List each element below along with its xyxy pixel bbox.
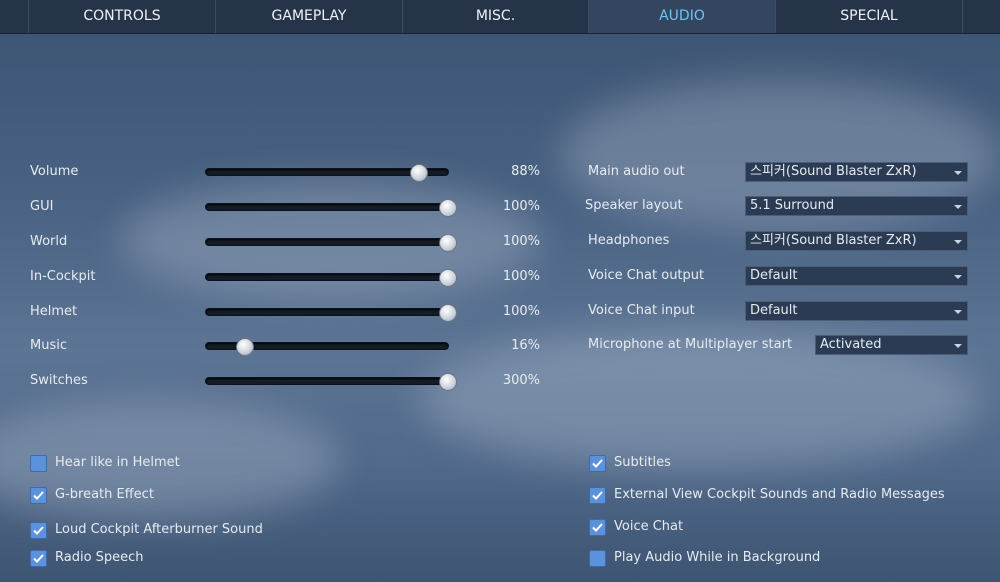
tab[interactable]: SPECIAL [775, 0, 962, 33]
slider-track[interactable] [205, 168, 449, 176]
checkbox[interactable] [589, 519, 606, 536]
checkbox[interactable] [30, 487, 47, 504]
dropdown-label: Voice Chat output [588, 268, 705, 283]
checkbox-label[interactable]: External View Cockpit Sounds and Radio M… [614, 487, 945, 502]
slider-track[interactable] [205, 238, 449, 246]
tab[interactable]: CONTROLS [28, 0, 215, 33]
checkbox[interactable] [589, 550, 606, 567]
cloud [0, 400, 340, 520]
slider-label: Switches [30, 373, 88, 388]
checkmark [590, 456, 605, 471]
dropdown-arrow [954, 275, 962, 279]
dropdown[interactable]: Default [745, 266, 968, 286]
checkbox-label[interactable]: Subtitles [614, 455, 671, 470]
checkmark [31, 551, 46, 566]
checkbox-label[interactable]: Hear like in Helmet [55, 455, 180, 470]
slider-track[interactable] [205, 203, 449, 211]
checkbox-label[interactable]: Play Audio While in Background [614, 550, 821, 565]
slider-label: Helmet [30, 304, 78, 319]
slider-value: 100% [502, 234, 540, 249]
dropdown-arrow [954, 171, 962, 175]
tab[interactable]: AUDIO [588, 0, 775, 33]
checkmark [31, 523, 46, 538]
dropdown-value: 스피커(Sound Blaster ZxR) [750, 233, 917, 248]
dropdown[interactable]: Activated [815, 335, 968, 355]
slider-thumb[interactable] [439, 269, 457, 287]
slider-value: 100% [502, 269, 540, 284]
checkbox[interactable] [589, 455, 606, 472]
tab-edge [962, 0, 1000, 33]
slider-value: 88% [511, 164, 540, 179]
dropdown[interactable]: Default [745, 301, 968, 321]
slider-label: In-Cockpit [30, 269, 96, 284]
slider-track[interactable] [205, 273, 449, 281]
slider-value: 300% [502, 373, 540, 388]
tab-bar: CONTROLS GAMEPLAY MISC. AUDIO SPECIAL [0, 0, 1000, 34]
dropdown-arrow [954, 205, 962, 209]
slider-label: Volume [30, 164, 79, 179]
dropdown-value: Activated [820, 337, 882, 352]
checkbox[interactable] [30, 455, 47, 472]
dropdown[interactable]: 스피커(Sound Blaster ZxR) [745, 231, 968, 251]
checkbox-label[interactable]: G-breath Effect [55, 487, 154, 502]
dropdown-label: Microphone at Multiplayer start [588, 337, 793, 352]
slider-value: 100% [502, 199, 540, 214]
checkbox[interactable] [589, 487, 606, 504]
dropdown-label: Voice Chat input [588, 303, 695, 318]
dropdown[interactable]: 5.1 Surround [745, 196, 968, 216]
slider-value: 100% [502, 304, 540, 319]
slider-label: World [30, 234, 68, 249]
slider-thumb[interactable] [409, 164, 428, 182]
slider-thumb[interactable] [439, 304, 457, 322]
slider-thumb[interactable] [235, 338, 254, 356]
dropdown[interactable]: 스피커(Sound Blaster ZxR) [745, 162, 968, 182]
checkbox-label[interactable]: Voice Chat [614, 519, 684, 534]
slider-label: Music [30, 338, 67, 353]
slider-track[interactable] [205, 342, 449, 350]
slider-track[interactable] [205, 308, 449, 316]
checkmark [31, 488, 46, 503]
dropdown-value: 스피커(Sound Blaster ZxR) [750, 164, 917, 179]
dropdown-value: Default [750, 303, 798, 318]
slider-value: 16% [511, 338, 540, 353]
dropdown-value: 5.1 Surround [750, 198, 835, 213]
checkbox-label[interactable]: Loud Cockpit Afterburner Sound [55, 522, 263, 537]
slider-thumb[interactable] [439, 373, 457, 391]
dropdown-arrow [954, 344, 962, 348]
dropdown-label: Main audio out [588, 164, 685, 179]
dropdown-arrow [954, 310, 962, 314]
tab[interactable]: MISC. [402, 0, 588, 33]
checkmark [590, 488, 605, 503]
checkbox[interactable] [30, 522, 47, 539]
checkbox[interactable] [30, 550, 47, 567]
dropdown-arrow [954, 240, 962, 244]
dropdown-label: Speaker layout [585, 198, 683, 213]
dropdown-label: Headphones [588, 233, 670, 248]
checkbox-label[interactable]: Radio Speech [55, 550, 144, 565]
checkmark [590, 520, 605, 535]
slider-label: GUI [30, 199, 54, 214]
slider-thumb[interactable] [439, 199, 457, 217]
tab[interactable]: GAMEPLAY [215, 0, 402, 33]
dropdown-value: Default [750, 268, 798, 283]
slider-thumb[interactable] [439, 234, 457, 252]
slider-track[interactable] [205, 377, 449, 385]
